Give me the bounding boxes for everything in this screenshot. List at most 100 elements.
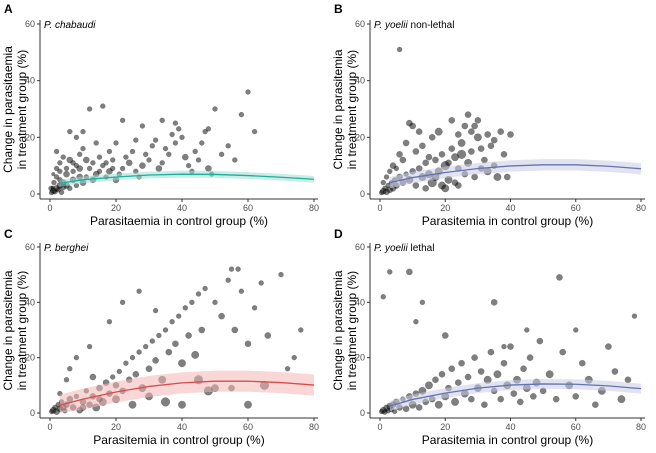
data-point bbox=[477, 145, 485, 152]
data-point bbox=[63, 170, 70, 178]
y-axis-title-line2: in treatment group (%) bbox=[15, 271, 29, 390]
data-point bbox=[238, 111, 245, 118]
data-point bbox=[441, 332, 449, 339]
data-point bbox=[100, 162, 106, 169]
data-point bbox=[425, 153, 433, 161]
data-point bbox=[89, 373, 97, 381]
data-point bbox=[468, 128, 475, 135]
data-point bbox=[572, 393, 580, 400]
data-point bbox=[422, 185, 429, 192]
species-name: P. yoelii bbox=[374, 20, 409, 31]
data-point bbox=[146, 157, 152, 163]
panel-label: B bbox=[334, 2, 343, 16]
x-tick-label: 40 bbox=[177, 203, 187, 213]
x-tick-label: 0 bbox=[377, 422, 382, 432]
data-point bbox=[578, 359, 586, 367]
fit-line bbox=[59, 173, 315, 184]
data-point bbox=[251, 128, 258, 135]
x-tick-label: 80 bbox=[636, 203, 646, 213]
data-point bbox=[123, 360, 129, 366]
data-point bbox=[67, 128, 73, 135]
y-tick-label: 0 bbox=[30, 189, 35, 199]
data-point bbox=[500, 359, 508, 367]
data-point bbox=[181, 153, 189, 161]
points-layer bbox=[48, 89, 258, 196]
data-point bbox=[212, 106, 218, 112]
x-tick-label: 0 bbox=[47, 203, 52, 213]
data-point bbox=[178, 359, 186, 368]
data-point bbox=[63, 377, 70, 383]
y-axis-title-line2: in treatment group (%) bbox=[345, 271, 359, 390]
data-point bbox=[402, 139, 410, 147]
data-point bbox=[103, 160, 109, 166]
x-tick-label: 0 bbox=[377, 203, 382, 213]
x-tick-label: 0 bbox=[47, 422, 52, 432]
data-point bbox=[96, 154, 103, 160]
y-tick-label: 40 bbox=[355, 76, 365, 86]
data-point bbox=[73, 134, 80, 141]
data-point bbox=[70, 160, 76, 166]
panel-c: C 0 20 40 60 0 20 40 60 80 Parasitemia in control … bbox=[1, 227, 319, 447]
x-tick-label: 40 bbox=[505, 422, 515, 432]
data-point bbox=[185, 332, 192, 339]
x-tick-label: 20 bbox=[111, 422, 121, 432]
data-point bbox=[195, 291, 202, 297]
data-point bbox=[428, 134, 436, 141]
x-axis-title: Parasitaemia in control group (%) bbox=[90, 214, 268, 228]
data-point bbox=[387, 168, 393, 175]
x-axis-title: Parasitemia in control group (%) bbox=[422, 214, 593, 228]
data-point bbox=[136, 349, 142, 355]
data-point bbox=[96, 168, 103, 175]
data-point bbox=[409, 122, 416, 130]
data-point bbox=[218, 312, 225, 320]
data-point bbox=[559, 348, 567, 356]
y-axis-title-line1: Change in parasitaemia bbox=[1, 46, 15, 173]
data-point bbox=[493, 173, 502, 181]
species-name: P. yoelii bbox=[374, 243, 409, 254]
data-point bbox=[119, 165, 126, 172]
data-point bbox=[162, 145, 169, 152]
data-point bbox=[497, 395, 505, 403]
x-tick-label: 80 bbox=[309, 203, 319, 213]
data-point bbox=[500, 151, 508, 158]
data-point bbox=[490, 299, 498, 306]
data-point bbox=[396, 46, 403, 53]
data-point bbox=[82, 156, 90, 164]
species-suffix: non-lethal bbox=[408, 20, 455, 31]
data-point bbox=[145, 365, 153, 373]
data-point bbox=[468, 395, 475, 403]
y-tick-label: 0 bbox=[360, 408, 365, 418]
data-point bbox=[212, 299, 218, 306]
y-tick-label: 0 bbox=[30, 408, 35, 418]
data-point bbox=[461, 122, 469, 130]
species-name: P. berghei bbox=[44, 243, 89, 254]
data-point bbox=[169, 319, 175, 325]
fit-line bbox=[389, 164, 642, 184]
data-point bbox=[202, 285, 208, 292]
panel-d: D 0 20 40 60 0 20 40 60 80 Parasitemia in control … bbox=[331, 227, 646, 447]
data-point bbox=[524, 327, 530, 333]
data-point bbox=[53, 165, 60, 172]
data-point bbox=[412, 182, 420, 189]
species-name: P. chabaudi bbox=[44, 20, 96, 31]
data-point bbox=[70, 168, 76, 175]
data-point bbox=[448, 365, 456, 373]
panel-b: B 0 20 40 60 0 20 40 60 80 Parasitemia in control … bbox=[331, 2, 646, 228]
data-point bbox=[86, 165, 93, 172]
data-point bbox=[419, 142, 426, 150]
data-point bbox=[67, 185, 73, 192]
y-axis-title-line1: Change in parasitemia bbox=[331, 270, 345, 390]
data-point bbox=[419, 299, 426, 306]
data-point bbox=[471, 354, 478, 361]
data-point bbox=[631, 313, 638, 319]
data-point bbox=[258, 280, 264, 286]
confidence-band bbox=[59, 170, 315, 187]
data-point bbox=[516, 398, 524, 406]
data-point bbox=[526, 354, 534, 361]
x-axis-title: Parasitemia in control group (%) bbox=[422, 433, 593, 447]
species-annotation: P. yoelii non-lethal bbox=[374, 20, 454, 31]
y-tick-label: 20 bbox=[355, 132, 365, 142]
data-point bbox=[60, 154, 66, 160]
data-point bbox=[166, 151, 172, 158]
